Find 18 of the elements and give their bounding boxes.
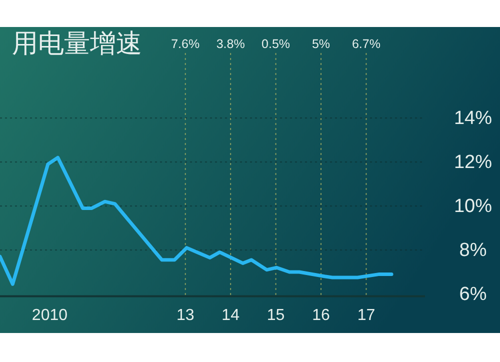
x-tick-label: 14 (222, 307, 240, 324)
x-tick-label: 2010 (32, 307, 68, 324)
text: 6.7% (352, 37, 380, 51)
x-tick-label: 16 (312, 307, 330, 324)
chart-title: 用电量增速 (12, 28, 142, 58)
y-tick-label: 6% (459, 284, 487, 305)
x-tick-label: 17 (357, 307, 376, 324)
text: 0.5% (262, 37, 290, 51)
y-tick-label: 14% (454, 108, 492, 129)
y-tick-label: 12% (454, 152, 492, 173)
text: 7.6% (171, 37, 200, 51)
line-series (0, 156, 394, 286)
y-tick-label: 10% (454, 196, 492, 217)
x-tick-label: 15 (266, 307, 285, 324)
x-tick-label: 13 (176, 307, 194, 324)
text: 3.8% (216, 37, 245, 51)
y-tick-label: 8% (459, 240, 487, 261)
text: 5% (312, 37, 330, 51)
